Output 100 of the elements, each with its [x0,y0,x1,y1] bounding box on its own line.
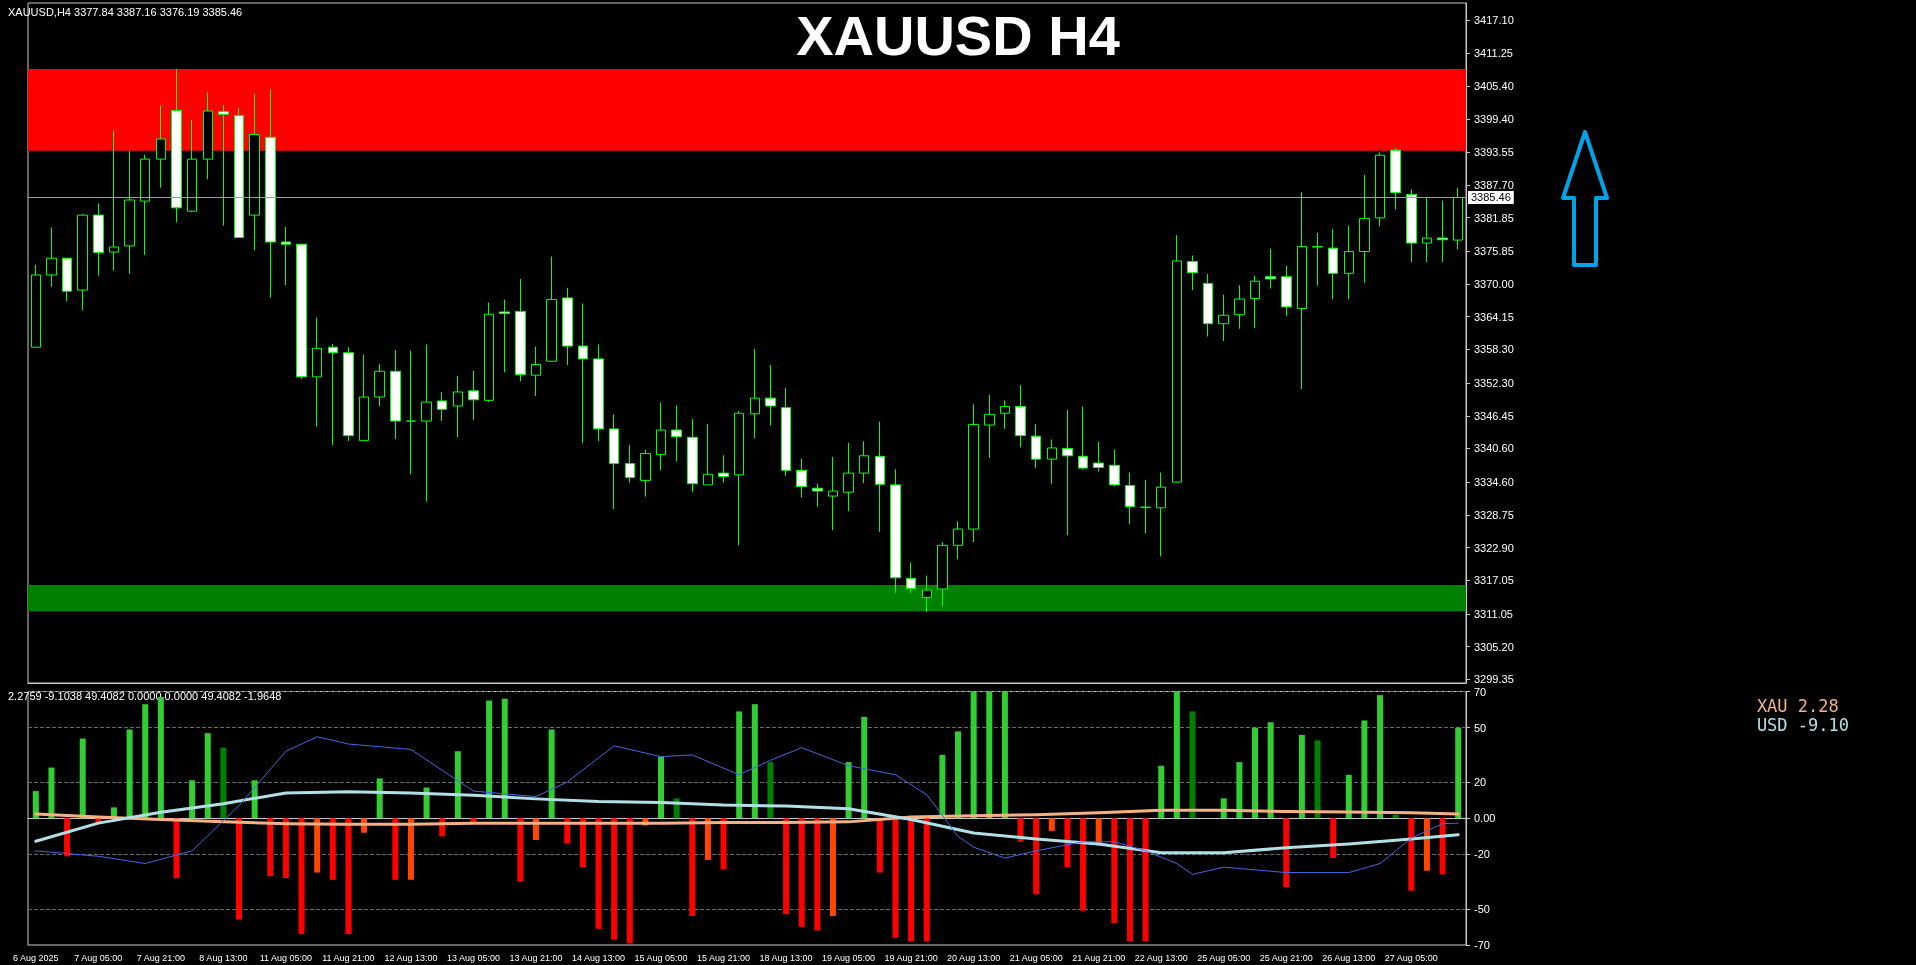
x-tick-label: 19 Aug 21:00 [884,952,938,963]
candlestick [1297,191,1307,390]
candlestick [718,454,729,484]
candlestick [1422,196,1432,263]
x-tick-label: 15 Aug 05:00 [634,952,688,963]
candlestick [781,387,791,477]
x-tick-label: 25 Aug 05:00 [1197,952,1251,963]
bar [329,818,336,880]
bar [798,818,805,927]
candlestick [281,226,291,286]
text: XAU 2.28 [1756,695,1839,716]
candlestick [218,104,229,227]
bar [1377,695,1384,819]
x-tick-label: 25 Aug 21:00 [1259,952,1313,963]
y-tick-label: 3346.45 [1474,409,1514,422]
y-tick-label: 3358.30 [1474,343,1514,356]
x-tick-label: 27 Aug 05:00 [1384,952,1438,963]
bar [1236,762,1243,819]
y-tick-label: 3299.35 [1474,673,1514,686]
bar [298,818,305,935]
bar [392,818,399,880]
bar [658,756,665,819]
candlestick [421,343,432,503]
candlestick [46,226,57,288]
candlestick [531,346,541,397]
x-tick-label: 21 Aug 21:00 [1072,952,1126,963]
bar [1251,727,1258,819]
bar [1111,818,1118,924]
candlestick [77,213,88,311]
annotation: XAUUSD,H4 3377.84 3387.16 3376.19 3385.46 [8,5,243,18]
bar [314,818,321,873]
bar [1345,774,1352,819]
bar [1283,818,1290,888]
y-tick-label: -20 [1474,848,1490,861]
candlestick [1109,449,1120,488]
bar [970,691,977,819]
x-tick-label: 12 Aug 13:00 [384,952,438,963]
candlestick [1078,406,1088,471]
bar [1298,734,1305,819]
candlestick [671,404,682,462]
x-tick-label: 7 Aug 21:00 [136,952,185,963]
candlestick [1172,234,1182,483]
candlestick [796,458,807,499]
candlestick [515,278,526,382]
bar [1080,818,1087,911]
x-tick-label: 14 Aug 13:00 [571,952,626,963]
bar [1064,818,1071,868]
y-tick-label: 3393.55 [1474,146,1514,159]
candlestick [625,444,635,484]
candlestick [312,317,322,428]
x-tick-label: 13 Aug 21:00 [509,952,563,963]
candlestick [187,119,197,213]
y-tick-label: 3405.40 [1474,79,1514,92]
candlestick [609,413,619,510]
y-tick-label: 3317.05 [1474,574,1514,587]
candlestick [593,343,604,442]
candlestick [1359,174,1370,284]
candlestick [1047,439,1057,485]
candlestick [750,348,760,439]
candlestick [765,364,776,427]
candlestick [156,104,166,189]
bar [204,733,211,819]
candlestick [953,520,963,560]
bar [1267,722,1274,819]
y-tick-label: 50 [1474,721,1487,734]
candlestick [1218,294,1229,342]
bar [220,747,227,819]
bar [626,818,633,944]
candlestick [1375,151,1385,227]
bar [783,818,790,915]
bar [829,818,836,917]
candlestick [1125,472,1135,525]
bar [282,818,289,878]
candlestick [890,468,901,594]
candlestick [1390,147,1401,211]
candlestick [906,562,916,594]
bar [1033,818,1040,895]
bar [1330,818,1337,859]
bar [908,818,915,942]
bar [1001,691,1008,819]
candlestick [1140,479,1151,535]
y-tick-label: 3340.60 [1474,442,1514,455]
candlestick [984,394,995,459]
candlestick [1406,188,1417,263]
bar [845,762,852,819]
candlestick [562,287,573,366]
x-tick-label: 19 Aug 05:00 [822,952,876,963]
bar [548,729,555,819]
candlestick [109,130,119,272]
bar [236,818,243,920]
bar [1048,818,1055,831]
candlestick [937,541,948,607]
y-tick-label: 0.00 [1474,812,1496,825]
x-tick-label: 22 Aug 13:00 [1134,952,1188,963]
y-tick-label: 3311.05 [1474,607,1513,620]
candlestick [437,391,447,422]
y-tick-label: 70 [1474,685,1487,698]
x-tick-label: 21 Aug 05:00 [1009,952,1063,963]
y-tick-label: 3411.25 [1474,47,1513,60]
candlestick [578,303,588,444]
